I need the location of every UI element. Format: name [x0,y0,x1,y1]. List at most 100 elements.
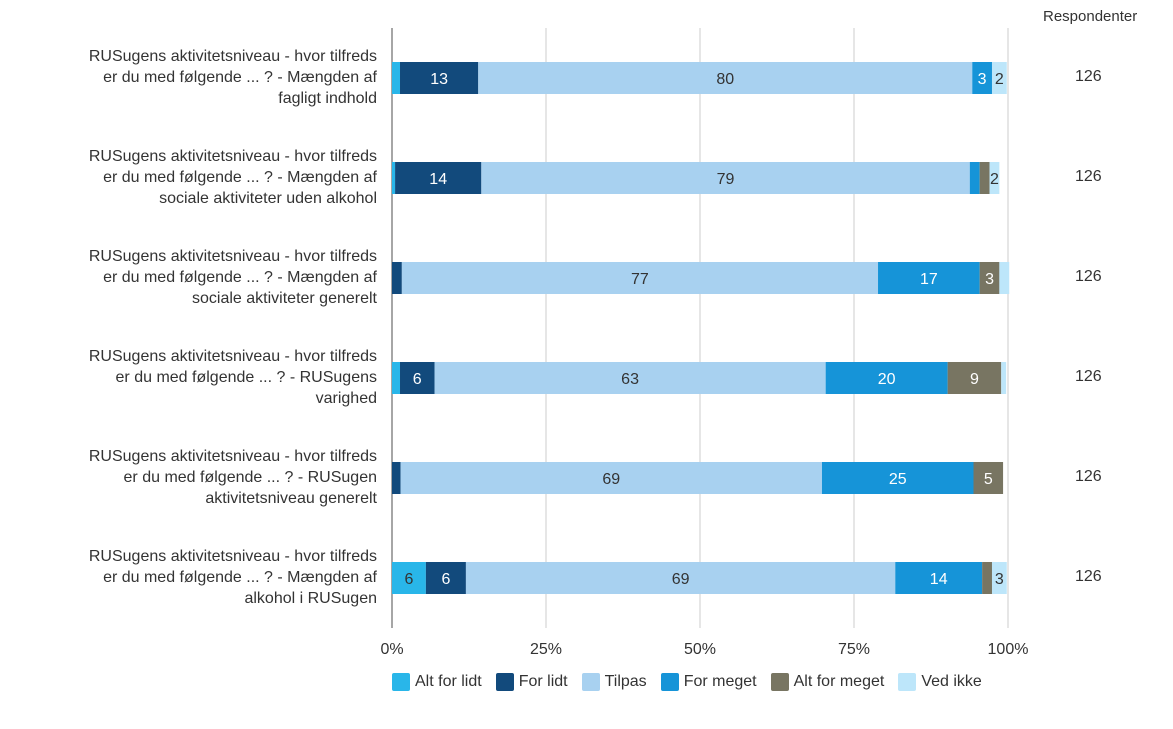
data-label: 20 [878,371,896,388]
bar-segment [400,462,822,494]
bar-segment [395,162,482,194]
legend-item[interactable]: Ved ikke [898,672,982,692]
category-label-line: sociale aktiviteter generelt [192,289,377,307]
data-label: 14 [930,571,948,588]
category-label-line: RUSugens aktivitetsniveau - hvor tilfred… [88,247,377,265]
bar-segment [392,262,402,294]
bar-segment [991,562,1007,594]
data-label: 79 [717,171,735,188]
category-label-line: RUSugens aktivitetsniveau - hvor tilfred… [88,147,377,165]
category-label-line: RUSugens aktivitetsniveau - hvor tilfred… [88,447,377,465]
legend-label: Alt for meget [793,673,885,690]
bar-segment [465,562,896,594]
data-label: 6 [404,571,413,588]
category-label-line: fagligt indhold [278,89,377,107]
legend-label: Ved ikke [921,673,982,690]
category-label: RUSugens aktivitetsniveau - hvor tilfred… [7,446,377,509]
category-label-line: er du med følgende ... ? - Mængden af [103,68,377,86]
data-label: 6 [441,571,450,588]
x-tick-label: 100% [988,641,1029,658]
legend: Alt for lidt For lidt Tilpas For meget Alt f… [392,672,1012,692]
data-label: 63 [621,371,639,388]
category-label-line: er du med følgende ... ? - Mængden af [103,568,377,586]
legend-label: Tilpas [604,673,647,690]
bar-group [392,62,1010,594]
category-label-line: RUSugens aktivitetsniveau - hvor tilfred… [88,547,377,565]
legend-swatch [898,673,917,691]
respondents-value: 126 [1075,68,1102,85]
data-label: 77 [631,271,649,288]
x-tick-label: 50% [684,641,716,658]
category-label-line: er du med følgende ... ? - Mængden af [103,268,377,286]
legend-swatch [392,673,410,691]
data-label: 69 [672,571,690,588]
bar-segment [821,462,974,494]
bar-segment [947,362,1002,394]
bar-segment [392,162,396,194]
category-label-line: varighed [315,389,377,407]
legend-item[interactable]: For meget [660,672,757,692]
bar-segment [1001,362,1007,394]
respondents-value: 126 [1075,368,1102,385]
respondents-value: 126 [1075,168,1102,185]
data-label: 2 [995,71,1004,88]
bar-segment [481,162,970,194]
data-label: 80 [716,71,734,88]
category-label-line: aktivitetsniveau generelt [205,489,377,507]
legend-swatch [581,673,600,691]
category-label: RUSugens aktivitetsniveau - hvor tilfred… [7,246,377,309]
respondents-value: 126 [1075,568,1102,585]
category-label-line: sociale aktiviteter uden alkohol [159,189,377,207]
legend-item[interactable]: Alt for meget [770,672,885,692]
bar-segment [434,362,826,394]
bar-segment [972,62,992,94]
data-label: 14 [429,171,447,188]
bar-segment [400,362,435,394]
category-label-line: er du med følgende ... ? - Mængden af [103,168,377,186]
legend-swatch [770,673,789,691]
legend-item[interactable]: Alt for lidt [392,672,482,692]
bar-segment [400,62,479,94]
data-label: 6 [413,371,422,388]
bar-segment [392,362,401,394]
legend-item[interactable]: Tilpas [581,672,647,692]
category-label-line: alkohol i RUSugen [244,589,377,607]
bar-segment [999,262,1010,294]
data-label: 2 [990,171,999,188]
data-label: 3 [978,71,987,88]
category-label: RUSugens aktivitetsniveau - hvor tilfred… [7,546,377,609]
bar-segment [969,162,980,194]
data-label: 9 [970,371,979,388]
bar-segment [991,62,1007,94]
data-label: 25 [889,471,907,488]
bar-segment [989,162,1000,194]
respondents-header: Respondenter [1043,8,1138,25]
bar-segment [401,262,879,294]
legend-label: For meget [683,673,757,690]
category-label: RUSugens aktivitetsniveau - hvor tilfred… [7,146,377,209]
data-label: 5 [984,471,993,488]
data-label: 3 [995,571,1004,588]
bar-segment [979,162,990,194]
data-label: 13 [430,71,448,88]
bar-segment [878,262,980,294]
bar-segment [825,362,948,394]
respondents-value: 126 [1075,468,1102,485]
category-label-line: er du med følgende ... ? - RUSugen [123,468,377,486]
bar-segment [392,462,401,494]
bar-segment [392,562,426,594]
bar-segment [478,62,973,94]
x-axis-ticks: 0% 25% 50% 75% 100% [380,641,1028,658]
bar-segment [982,562,992,594]
bar-segment [425,562,466,594]
data-label: 17 [920,271,938,288]
category-label: RUSugens aktivitetsniveau - hvor tilfred… [7,346,377,409]
bar-segment [979,262,1000,294]
category-label: RUSugens aktivitetsniveau - hvor tilfred… [7,46,377,109]
legend-item[interactable]: For lidt [495,672,568,692]
legend-swatch [660,673,679,691]
bar-segment [392,62,401,94]
data-label: 3 [985,271,994,288]
x-tick-label: 0% [380,641,403,658]
